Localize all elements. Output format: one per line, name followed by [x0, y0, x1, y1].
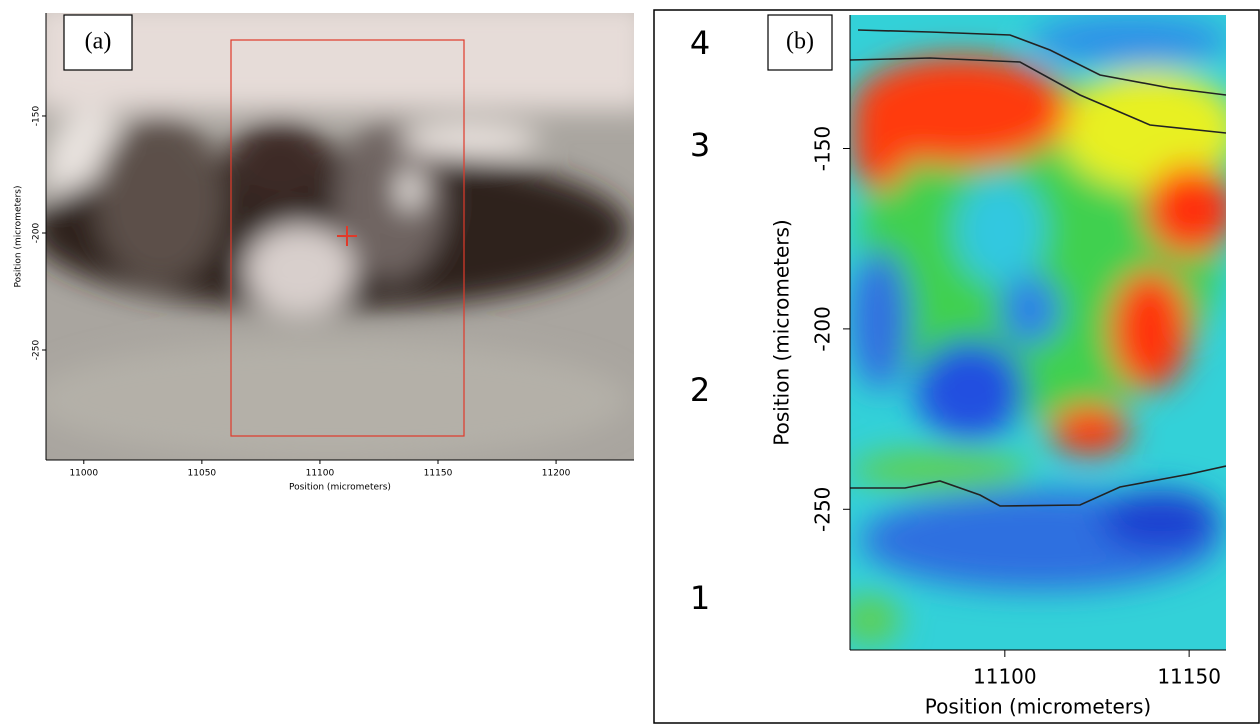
layer-label: 2	[690, 371, 710, 409]
layer-label: 4	[690, 24, 710, 62]
x-tick-label: 11000	[69, 469, 98, 479]
x-tick-label: 11100	[973, 665, 1037, 689]
y-axis-label: Position (micrometers)	[770, 219, 794, 445]
y-tick-label: -150	[811, 126, 835, 171]
x-tick-label: 11100	[306, 469, 335, 479]
y-axis-label: Position (micrometers)	[14, 186, 24, 288]
x-tick-label: 11150	[1157, 665, 1221, 689]
y-tick-label: -200	[811, 306, 835, 351]
layer-label: 1	[690, 579, 710, 617]
x-axis-label: Position (micrometers)	[925, 695, 1151, 719]
x-tick-label: 11200	[542, 469, 571, 479]
x-tick-label: 11150	[424, 469, 453, 479]
x-axis-label: Position (micrometers)	[289, 483, 391, 493]
panel-label: (b)	[786, 29, 814, 55]
panel-label: (a)	[85, 29, 112, 55]
heat-map	[840, 15, 1240, 650]
layer-label: 3	[690, 126, 710, 164]
y-tick-label: -250	[32, 340, 42, 361]
y-tick-label: -150	[32, 105, 42, 126]
figure: (a) (b) 1100011050111001115011200-150-20	[0, 0, 1260, 724]
y-tick-label: -250	[811, 487, 835, 532]
x-tick-label: 11050	[188, 469, 217, 479]
y-tick-label: -200	[32, 223, 42, 244]
